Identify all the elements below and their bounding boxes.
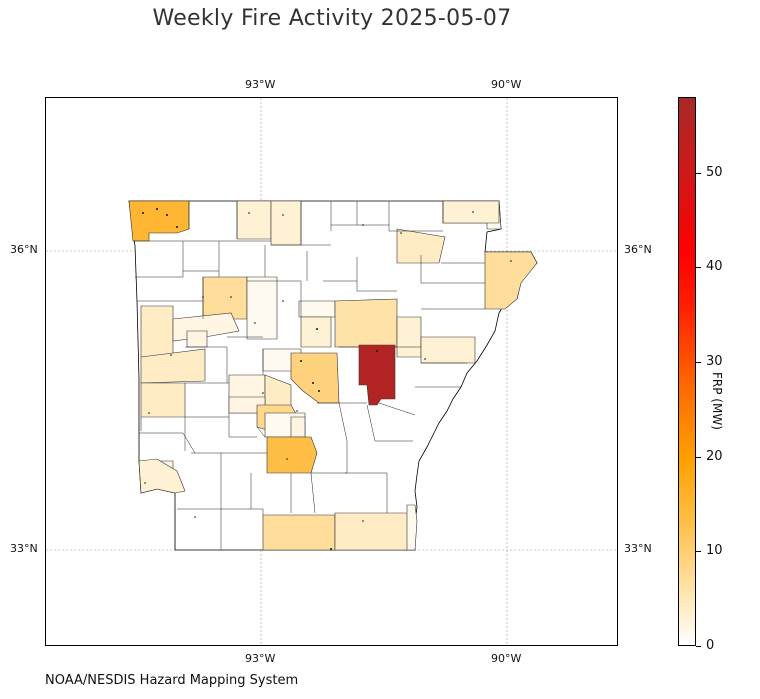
- county-franklin: [202, 276, 248, 320]
- county-polk: [140, 382, 186, 431]
- gridlines: [46, 98, 617, 645]
- county-jackson: [420, 336, 476, 364]
- lat-tick-right-36n: 36°N: [624, 243, 652, 256]
- lon-tick-bottom-90w: 90°W: [491, 652, 522, 665]
- county-independence: [396, 316, 422, 358]
- colorbar: [678, 97, 696, 646]
- county-boundaries: [133, 201, 485, 550]
- colorbar-tick: [696, 172, 701, 174]
- data-source-credit: NOAA/NESDIS Hazard Mapping System: [45, 673, 299, 688]
- lat-tick-right-33n: 33°N: [624, 542, 652, 555]
- lat-tick-left-36n: 36°N: [10, 243, 38, 256]
- colorbar-tick-label: 40: [706, 259, 723, 275]
- colorbar-tick: [696, 646, 701, 647]
- county-union: [262, 514, 336, 551]
- county-littleriver: [138, 458, 186, 494]
- county-cleburne: [334, 298, 398, 348]
- county-chicot: [406, 504, 418, 551]
- county-clay: [442, 200, 500, 224]
- county-boone: [270, 200, 302, 246]
- lat-tick-left-33n: 33°N: [10, 542, 38, 555]
- colorbar-tick: [696, 551, 701, 553]
- county-carroll: [236, 200, 272, 240]
- county-ashley: [334, 512, 416, 551]
- lon-tick-top-90w: 90°W: [491, 78, 522, 91]
- county-grant: [290, 416, 306, 438]
- county-woodruff: [358, 344, 396, 406]
- county-vanburen: [298, 300, 336, 318]
- map-panel[interactable]: [45, 97, 618, 646]
- fire-detections: [142, 208, 512, 550]
- county-logan: [140, 348, 206, 384]
- map-title: Weekly Fire Activity 2025-05-07: [152, 6, 512, 31]
- county-crawford: [140, 305, 174, 358]
- county-scott: [186, 330, 208, 348]
- county-cross: [300, 316, 332, 348]
- colorbar-tick-label: 30: [706, 354, 723, 370]
- lon-tick-top-93w: 93°W: [245, 78, 276, 91]
- colorbar-tick: [696, 456, 701, 458]
- colorbar-tick: [696, 362, 701, 364]
- county-randolph: [396, 228, 446, 264]
- colorbar-tick-label: 0: [706, 638, 715, 653]
- colorbar-tick-label: 50: [706, 164, 723, 180]
- county-johnson: [246, 276, 278, 340]
- colorbar-label: FRP (MW): [710, 372, 724, 430]
- colorbar-tick-label: 10: [706, 543, 723, 559]
- lon-tick-bottom-93w: 93°W: [245, 652, 276, 665]
- colorbar-tick-label: 20: [706, 448, 723, 464]
- county-shapes: [128, 200, 538, 551]
- county-dallas: [266, 436, 318, 474]
- arkansas-county-map: [46, 98, 617, 645]
- county-greene: [484, 251, 538, 310]
- colorbar-tick: [696, 267, 701, 269]
